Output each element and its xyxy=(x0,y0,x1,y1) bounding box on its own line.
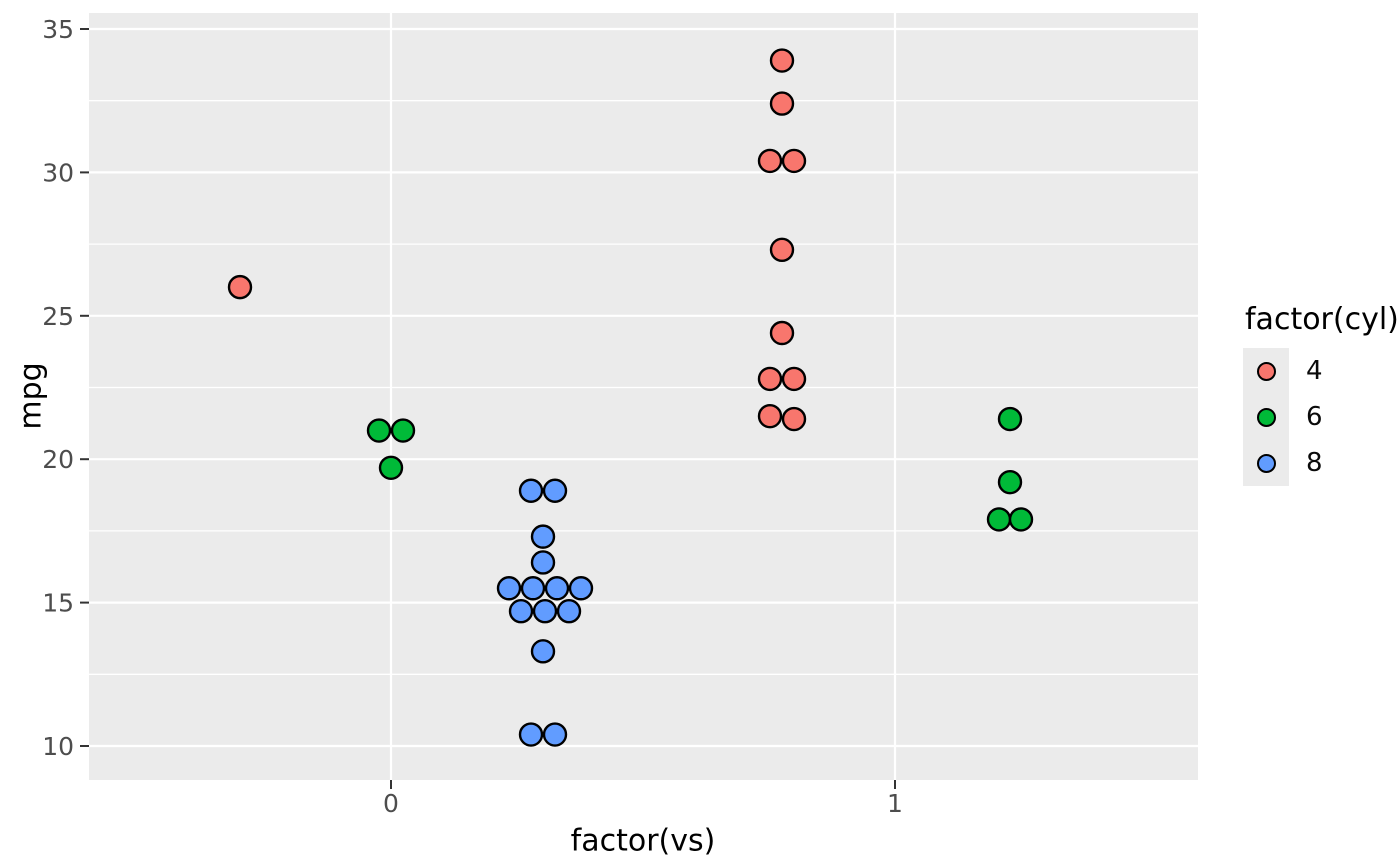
data-point-cyl8 xyxy=(518,722,544,747)
data-point-cyl6 xyxy=(366,418,392,443)
data-point-cyl4 xyxy=(757,148,783,174)
data-point-cyl8 xyxy=(542,722,568,747)
legend-title: factor(cyl) xyxy=(1245,302,1399,337)
y-tick-label: 15 xyxy=(42,589,74,618)
legend-entry-cyl4: 4 xyxy=(1243,348,1399,394)
y-tick-label: 25 xyxy=(42,302,74,331)
legend-swatch-cyl4-icon xyxy=(1256,361,1276,381)
data-point-cyl6 xyxy=(997,406,1023,432)
data-point-cyl4 xyxy=(781,366,807,392)
data-point-cyl8 xyxy=(520,576,546,601)
legend-entry-cyl8: 8 xyxy=(1243,440,1399,486)
legend-label: 6 xyxy=(1306,402,1323,432)
y-tick-label: 10 xyxy=(42,732,74,761)
y-tick-label: 35 xyxy=(42,15,74,44)
data-point-cyl6 xyxy=(390,418,416,443)
y-tick-label: 20 xyxy=(42,445,74,474)
data-point-cyl4 xyxy=(227,274,253,300)
data-point-cyl4 xyxy=(769,320,795,346)
data-point-cyl6 xyxy=(378,455,404,481)
data-point-cyl4 xyxy=(781,148,807,174)
x-tick-label: 1 xyxy=(887,789,903,818)
data-point-cyl4 xyxy=(769,237,795,263)
legend-swatch-cyl8-icon xyxy=(1256,453,1276,473)
data-point-cyl8 xyxy=(530,639,556,664)
data-point-cyl8 xyxy=(542,478,568,503)
legend-swatch-cyl6-icon xyxy=(1256,407,1276,427)
data-point-cyl8 xyxy=(518,478,544,503)
data-point-cyl8 xyxy=(532,599,558,624)
data-point-cyl8 xyxy=(568,576,594,601)
data-point-cyl4 xyxy=(769,91,795,116)
data-point-cyl8 xyxy=(508,599,534,624)
legend-label: 4 xyxy=(1306,356,1323,386)
data-point-cyl8 xyxy=(544,576,570,601)
legend-label: 8 xyxy=(1306,448,1323,478)
legend-key xyxy=(1243,440,1289,486)
legend-entry-cyl6: 6 xyxy=(1243,394,1399,440)
panel-background xyxy=(89,13,1198,780)
legend-key xyxy=(1243,394,1289,440)
data-point-cyl6 xyxy=(997,469,1023,495)
y-tick-label: 30 xyxy=(42,158,74,187)
data-point-cyl4 xyxy=(757,366,783,392)
data-point-cyl4 xyxy=(781,406,807,432)
data-point-cyl4 xyxy=(769,48,795,73)
data-point-cyl6 xyxy=(986,507,1012,532)
data-point-cyl6 xyxy=(1008,507,1034,532)
data-point-cyl8 xyxy=(530,550,556,575)
legend: factor(cyl) 4 6 8 xyxy=(1243,302,1399,486)
x-axis-title: factor(vs) xyxy=(570,823,716,859)
data-point-cyl8 xyxy=(556,599,582,624)
data-point-cyl8 xyxy=(496,576,522,601)
y-axis-title: mpg xyxy=(13,362,49,430)
data-point-cyl8 xyxy=(530,524,556,549)
legend-key xyxy=(1243,348,1289,394)
data-point-cyl4 xyxy=(757,403,783,429)
x-tick-label: 0 xyxy=(383,789,399,818)
